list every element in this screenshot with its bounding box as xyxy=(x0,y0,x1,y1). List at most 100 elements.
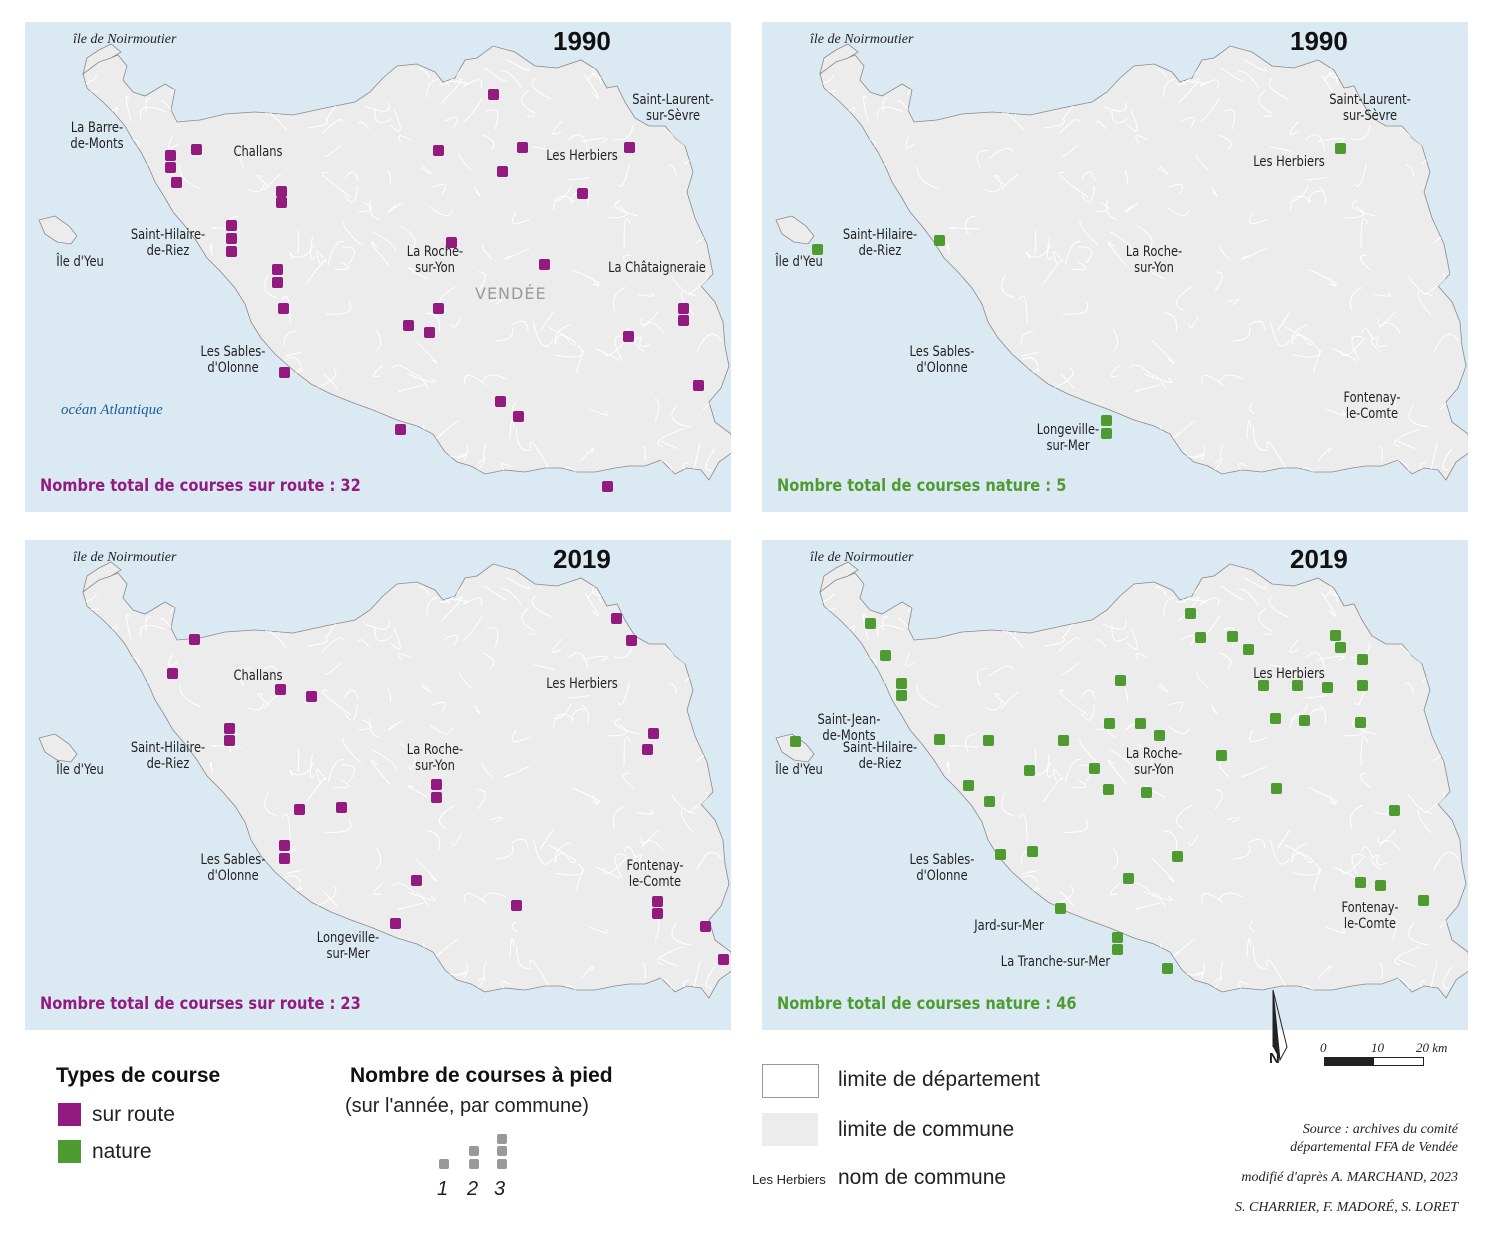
race-marker xyxy=(1172,851,1183,862)
noirmoutier-shape xyxy=(82,43,122,75)
race-marker xyxy=(403,320,414,331)
race-marker xyxy=(678,315,689,326)
commune-label: La Roche-sur-Yon xyxy=(1125,746,1183,778)
race-marker xyxy=(1355,877,1366,888)
race-marker xyxy=(1292,680,1303,691)
race-marker xyxy=(226,220,237,231)
commune-label: Saint-Laurent-sur-Sèvre xyxy=(1329,92,1411,124)
commune-label: île de Noirmoutier xyxy=(810,550,914,565)
north-arrow-icon xyxy=(1272,989,1288,1062)
race-marker xyxy=(276,186,287,197)
commune-label: Île d'Yeu xyxy=(775,762,823,778)
map-panel-road-2019: 2019 île de Noirmoutier Challans Saint-Hila… xyxy=(25,540,731,1030)
noirmoutier-shape xyxy=(82,561,122,593)
ile-d-yeu-shape xyxy=(775,215,815,245)
ile-d-yeu-shape xyxy=(38,215,78,245)
commune-label: Les Herbiers xyxy=(546,676,618,692)
race-marker xyxy=(226,246,237,257)
race-marker xyxy=(165,162,176,173)
vendee-department-shape xyxy=(82,45,731,481)
commune-label: Saint-Hilaire-de-Riez xyxy=(130,227,206,259)
race-marker xyxy=(1135,718,1146,729)
commune-label: Les Herbiers xyxy=(1253,666,1325,682)
race-marker xyxy=(272,277,283,288)
race-marker xyxy=(678,303,689,314)
commune-label: Challans xyxy=(233,668,283,684)
race-marker xyxy=(276,197,287,208)
map-svg xyxy=(775,43,1468,481)
race-marker xyxy=(191,144,202,155)
commune-label: Fontenay-le-Comte xyxy=(626,858,684,890)
race-marker xyxy=(433,303,444,314)
commune-label: Fontenay-le-Comte xyxy=(1341,900,1399,932)
commune-label: Saint-Jean-de-Monts xyxy=(817,712,881,744)
race-marker xyxy=(693,380,704,391)
race-marker xyxy=(1162,963,1173,974)
total-count: Nombre total de courses sur route : 32 xyxy=(40,476,361,496)
legend-count-title: Nombre de courses à pied xyxy=(350,1064,613,1087)
race-marker xyxy=(279,367,290,378)
legend-nature-swatch xyxy=(58,1140,81,1163)
race-marker xyxy=(1024,765,1035,776)
source-line-4: S. CHARRIER, F. MADORÉ, S. LORET xyxy=(1235,1200,1458,1215)
race-marker xyxy=(165,150,176,161)
race-marker xyxy=(577,188,588,199)
race-marker xyxy=(539,259,550,270)
race-marker xyxy=(984,796,995,807)
legend-count-subtitle: (sur l'année, par commune) xyxy=(345,1095,589,1117)
race-marker xyxy=(624,142,635,153)
commune-label: Île d'Yeu xyxy=(775,254,823,270)
race-marker xyxy=(424,327,435,338)
commune-label: La Roche-sur-Yon xyxy=(406,244,464,276)
race-marker xyxy=(1112,944,1123,955)
race-marker xyxy=(896,678,907,689)
commune-label: Les Sables-d'Olonne xyxy=(909,852,975,884)
race-marker xyxy=(1330,630,1341,641)
race-marker xyxy=(1375,880,1386,891)
map-svg xyxy=(38,43,731,481)
legend-dept-label: limite de département xyxy=(838,1068,1040,1091)
race-marker xyxy=(411,875,422,886)
race-marker xyxy=(1123,873,1134,884)
race-marker xyxy=(1389,805,1400,816)
race-marker xyxy=(306,691,317,702)
race-marker xyxy=(934,734,945,745)
commune-label: île de Noirmoutier xyxy=(73,550,177,565)
race-marker xyxy=(1357,654,1368,665)
vendee-department-shape xyxy=(82,563,731,999)
race-marker xyxy=(1195,632,1206,643)
race-marker xyxy=(1055,903,1066,914)
legend-count-1: 1 xyxy=(437,1178,449,1200)
commune-label: Île d'Yeu xyxy=(56,254,104,270)
race-marker xyxy=(611,613,622,624)
commune-label: Jard-sur-Mer xyxy=(974,918,1044,934)
race-marker xyxy=(511,900,522,911)
race-marker xyxy=(1271,783,1282,794)
commune-label: Fontenay-le-Comte xyxy=(1343,390,1401,422)
legend-commune-swatch xyxy=(762,1113,818,1146)
commune-label: Saint-Hilaire-de-Riez xyxy=(130,740,206,772)
race-marker xyxy=(963,780,974,791)
legend-commune-sample: Les Herbiers xyxy=(752,1172,826,1187)
legend-commune-name-label: nom de commune xyxy=(838,1166,1007,1189)
race-marker xyxy=(336,802,347,813)
year-label: 1990 xyxy=(553,26,611,56)
legend-count-3: 3 xyxy=(494,1178,506,1200)
ile-d-yeu-shape xyxy=(775,733,815,763)
source-line-2: départemental FFA de Vendée xyxy=(1290,1140,1458,1155)
race-marker xyxy=(294,804,305,815)
race-marker xyxy=(1322,682,1333,693)
year-label: 1990 xyxy=(1290,26,1348,56)
vendee-department-shape xyxy=(819,45,1468,481)
race-marker xyxy=(488,89,499,100)
ile-d-yeu-shape xyxy=(38,733,78,763)
commune-label: île de Noirmoutier xyxy=(810,32,914,47)
race-marker xyxy=(1089,763,1100,774)
race-marker xyxy=(446,237,457,248)
race-marker xyxy=(652,908,663,919)
north-label: N xyxy=(1269,1050,1280,1067)
source-line-3: modifié d'après A. MARCHAND, 2023 xyxy=(1241,1170,1458,1185)
race-marker xyxy=(497,166,508,177)
race-marker xyxy=(1355,717,1366,728)
race-marker xyxy=(1418,895,1429,906)
